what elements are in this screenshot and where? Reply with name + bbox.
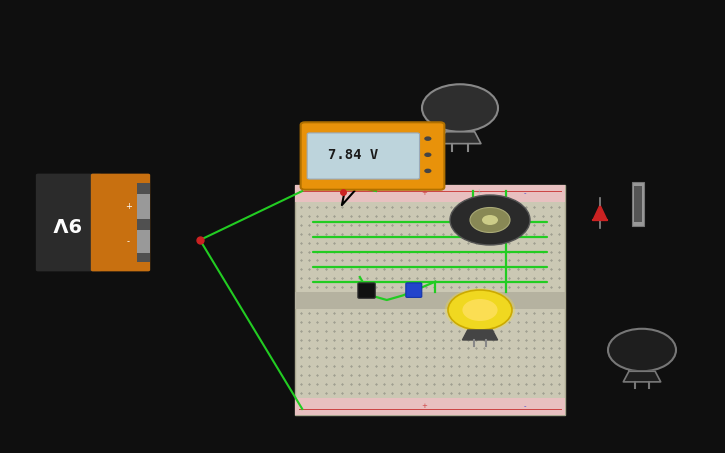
- Circle shape: [445, 288, 515, 332]
- Text: +: +: [125, 202, 132, 211]
- Circle shape: [448, 290, 512, 330]
- Bar: [295, 292, 565, 309]
- Circle shape: [470, 207, 510, 232]
- Text: -: -: [127, 237, 130, 246]
- Circle shape: [482, 215, 498, 225]
- Bar: [137, 183, 150, 262]
- Bar: [295, 185, 565, 202]
- Circle shape: [424, 153, 431, 157]
- Bar: [295, 398, 565, 415]
- Circle shape: [424, 136, 431, 141]
- Text: 7.84 V: 7.84 V: [328, 148, 378, 162]
- Bar: [295, 185, 565, 415]
- FancyBboxPatch shape: [358, 283, 376, 298]
- FancyBboxPatch shape: [36, 173, 102, 271]
- Polygon shape: [463, 330, 497, 340]
- Polygon shape: [439, 132, 481, 144]
- Circle shape: [422, 84, 498, 132]
- Text: +: +: [475, 188, 481, 197]
- FancyBboxPatch shape: [307, 133, 420, 179]
- Text: -: -: [523, 190, 526, 196]
- FancyBboxPatch shape: [91, 173, 150, 271]
- Bar: [632, 182, 644, 226]
- FancyBboxPatch shape: [406, 283, 422, 297]
- Polygon shape: [593, 205, 608, 221]
- FancyBboxPatch shape: [301, 122, 444, 190]
- Text: -: -: [523, 403, 526, 410]
- Circle shape: [463, 299, 497, 321]
- Text: +: +: [422, 190, 428, 196]
- Circle shape: [450, 195, 530, 245]
- Text: -: -: [501, 188, 503, 197]
- Polygon shape: [624, 371, 660, 382]
- Circle shape: [424, 169, 431, 173]
- Text: 9V: 9V: [51, 213, 80, 232]
- Bar: [634, 186, 642, 222]
- Bar: [137, 230, 150, 253]
- Circle shape: [608, 329, 676, 371]
- Text: +: +: [422, 403, 428, 410]
- Bar: [137, 194, 150, 219]
